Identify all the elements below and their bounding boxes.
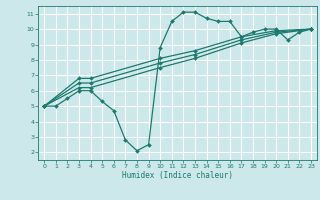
X-axis label: Humidex (Indice chaleur): Humidex (Indice chaleur): [122, 171, 233, 180]
